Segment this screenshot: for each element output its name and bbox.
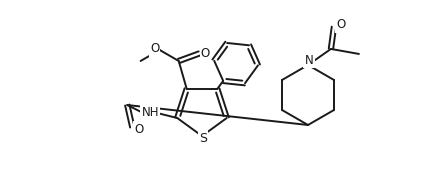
Text: O: O	[201, 47, 210, 60]
Text: O: O	[336, 18, 345, 31]
Text: NH: NH	[141, 106, 159, 118]
Text: S: S	[199, 132, 207, 145]
Text: O: O	[135, 122, 144, 136]
Text: O: O	[150, 42, 159, 56]
Text: N: N	[305, 54, 313, 66]
